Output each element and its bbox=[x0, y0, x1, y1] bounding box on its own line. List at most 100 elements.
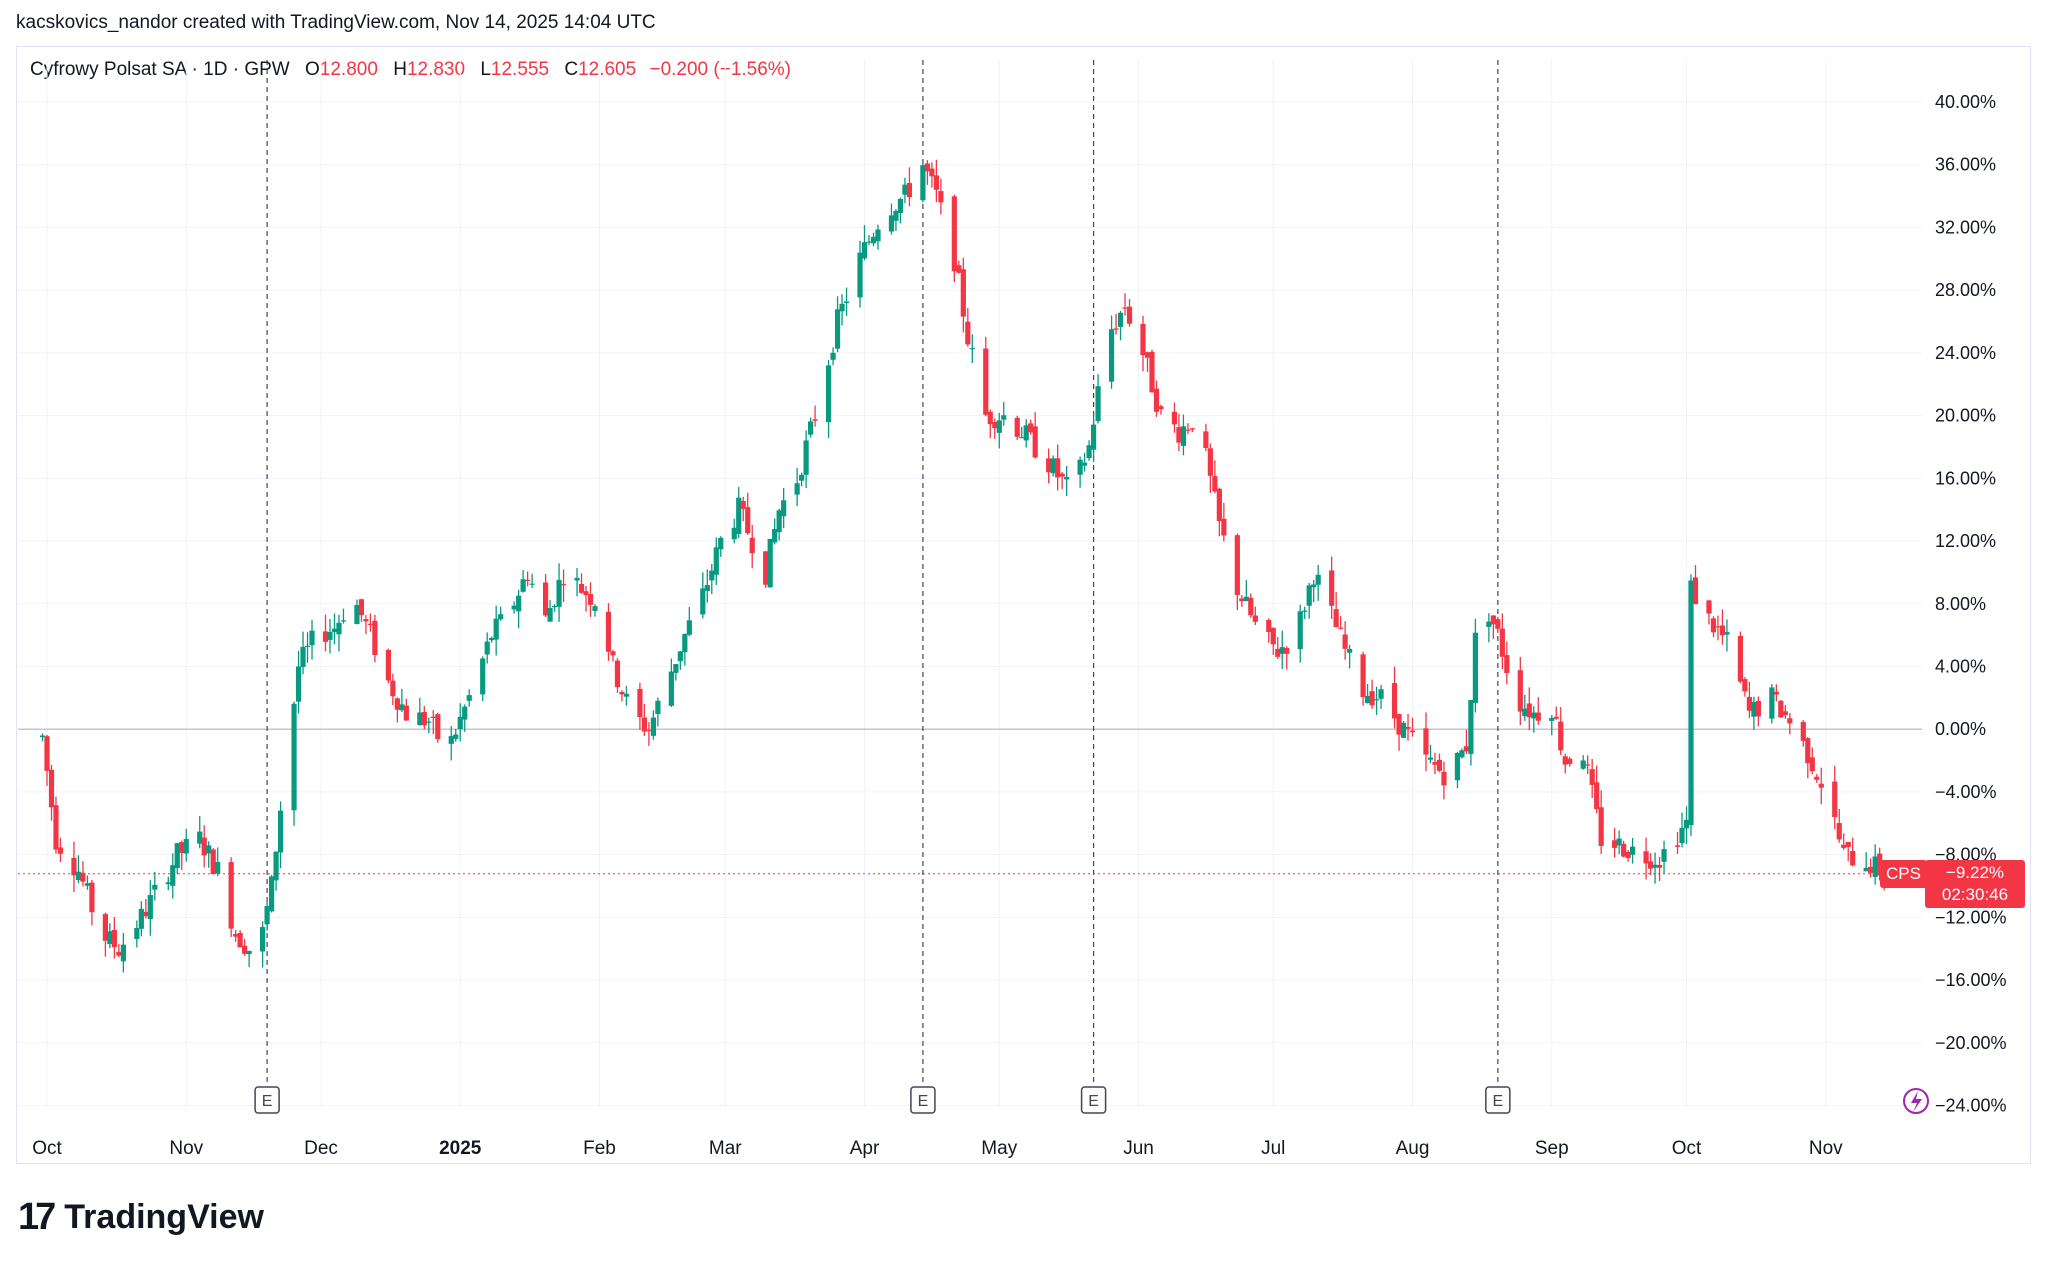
candle-body bbox=[80, 872, 86, 882]
candle-body bbox=[246, 950, 252, 955]
candle-body bbox=[1517, 670, 1523, 712]
candle-body bbox=[152, 884, 158, 890]
y-tick-label: −4.00% bbox=[1935, 782, 1997, 802]
earnings-icon[interactable] bbox=[910, 1086, 936, 1114]
lightning-icon[interactable] bbox=[1903, 1088, 1929, 1114]
candle-body bbox=[480, 658, 486, 695]
candle-body bbox=[781, 500, 787, 517]
candle-body bbox=[1585, 764, 1591, 766]
candle-body bbox=[1001, 415, 1007, 420]
candle-body bbox=[700, 588, 706, 615]
candle-body bbox=[1171, 411, 1178, 425]
candle-body bbox=[1863, 867, 1869, 872]
candle-body bbox=[1144, 352, 1151, 358]
candle-body bbox=[448, 736, 454, 744]
candle-body bbox=[525, 579, 531, 582]
candle-body bbox=[1814, 776, 1820, 780]
candle-body bbox=[1746, 696, 1752, 711]
candle-body bbox=[736, 497, 742, 535]
candle-body bbox=[322, 631, 329, 642]
candle-body bbox=[1090, 424, 1097, 450]
candle-body bbox=[1850, 850, 1856, 866]
candle-body bbox=[84, 883, 91, 886]
candle-body bbox=[655, 700, 661, 715]
candle-body bbox=[713, 547, 719, 575]
earnings-icon[interactable] bbox=[1080, 1086, 1107, 1114]
candle-body bbox=[435, 714, 441, 740]
candle-body bbox=[291, 703, 297, 811]
candle-body bbox=[102, 914, 108, 941]
candle-body bbox=[709, 570, 715, 581]
close-value: 12.605 bbox=[578, 59, 637, 80]
candle-body bbox=[53, 805, 59, 850]
earnings-icon[interactable] bbox=[1485, 1086, 1511, 1114]
candle-body bbox=[1059, 473, 1065, 477]
tradingview-logo[interactable]: 17 TradingView bbox=[18, 1196, 264, 1239]
candle-body bbox=[1558, 721, 1564, 751]
candle-body bbox=[233, 934, 239, 937]
candle-body bbox=[1805, 738, 1811, 764]
candle-body bbox=[897, 198, 904, 214]
candle-body bbox=[1373, 699, 1380, 701]
candle-body bbox=[1095, 386, 1101, 422]
candle-body bbox=[300, 646, 306, 668]
candle-body bbox=[1769, 687, 1775, 719]
candle-body bbox=[1149, 351, 1155, 393]
candle-body bbox=[1742, 679, 1748, 692]
candle-body bbox=[960, 269, 966, 317]
candle-body bbox=[1275, 648, 1281, 657]
symbol-info[interactable]: Cyfrowy Polsat SA · 1D · GPW bbox=[30, 59, 290, 80]
candle-body bbox=[1108, 329, 1115, 382]
candle-body bbox=[933, 175, 939, 190]
candle-body bbox=[107, 931, 113, 945]
candle-body bbox=[767, 538, 773, 588]
candle-body bbox=[1800, 722, 1806, 741]
candle-body bbox=[956, 265, 962, 273]
y-tick-label: −8.00% bbox=[1935, 845, 1997, 865]
lightning-icon-glyph bbox=[1911, 1091, 1922, 1112]
x-tick-label: Oct bbox=[1672, 1138, 1702, 1159]
x-tick-label: Feb bbox=[583, 1138, 616, 1159]
candle-body bbox=[1203, 431, 1209, 448]
candle-body bbox=[1297, 611, 1303, 650]
earnings-icon[interactable] bbox=[254, 1086, 280, 1114]
candle-body bbox=[1064, 476, 1070, 480]
y-tick-label: 20.00% bbox=[1935, 406, 1996, 426]
candle-body bbox=[1755, 700, 1761, 717]
candle-body bbox=[1845, 842, 1851, 847]
candle-body bbox=[336, 622, 342, 635]
candle-body bbox=[453, 734, 459, 739]
candle-body bbox=[668, 671, 674, 706]
candle-body bbox=[542, 582, 549, 616]
candle-body bbox=[143, 911, 149, 917]
candle-body bbox=[417, 712, 423, 726]
earnings-label: E bbox=[918, 1093, 929, 1110]
candle-body bbox=[1809, 757, 1815, 772]
candle-body bbox=[1522, 708, 1528, 717]
candle-body bbox=[197, 831, 203, 844]
candle-body bbox=[551, 605, 558, 608]
candle-body bbox=[201, 837, 207, 856]
candle-body bbox=[1378, 689, 1384, 699]
y-tick-label: 40.00% bbox=[1935, 92, 1996, 112]
candle-body bbox=[906, 183, 913, 198]
candle-body bbox=[1185, 429, 1191, 431]
candle-body bbox=[749, 537, 755, 554]
x-tick-label: Mar bbox=[709, 1138, 742, 1159]
candle-body bbox=[861, 242, 868, 259]
candle-body bbox=[857, 252, 863, 298]
candle-body bbox=[830, 352, 836, 360]
candle-body bbox=[390, 680, 396, 697]
y-tick-label: −16.00% bbox=[1935, 970, 2007, 990]
candle-body bbox=[686, 620, 692, 635]
candle-body bbox=[1499, 628, 1505, 657]
candle-body bbox=[1270, 627, 1276, 645]
candle-body bbox=[1674, 845, 1681, 847]
candle-body bbox=[924, 163, 930, 172]
candle-body bbox=[237, 933, 243, 948]
candle-body bbox=[1472, 632, 1478, 703]
candle-body bbox=[1751, 702, 1757, 717]
candle-body bbox=[1679, 827, 1685, 844]
candle-body bbox=[992, 422, 998, 429]
